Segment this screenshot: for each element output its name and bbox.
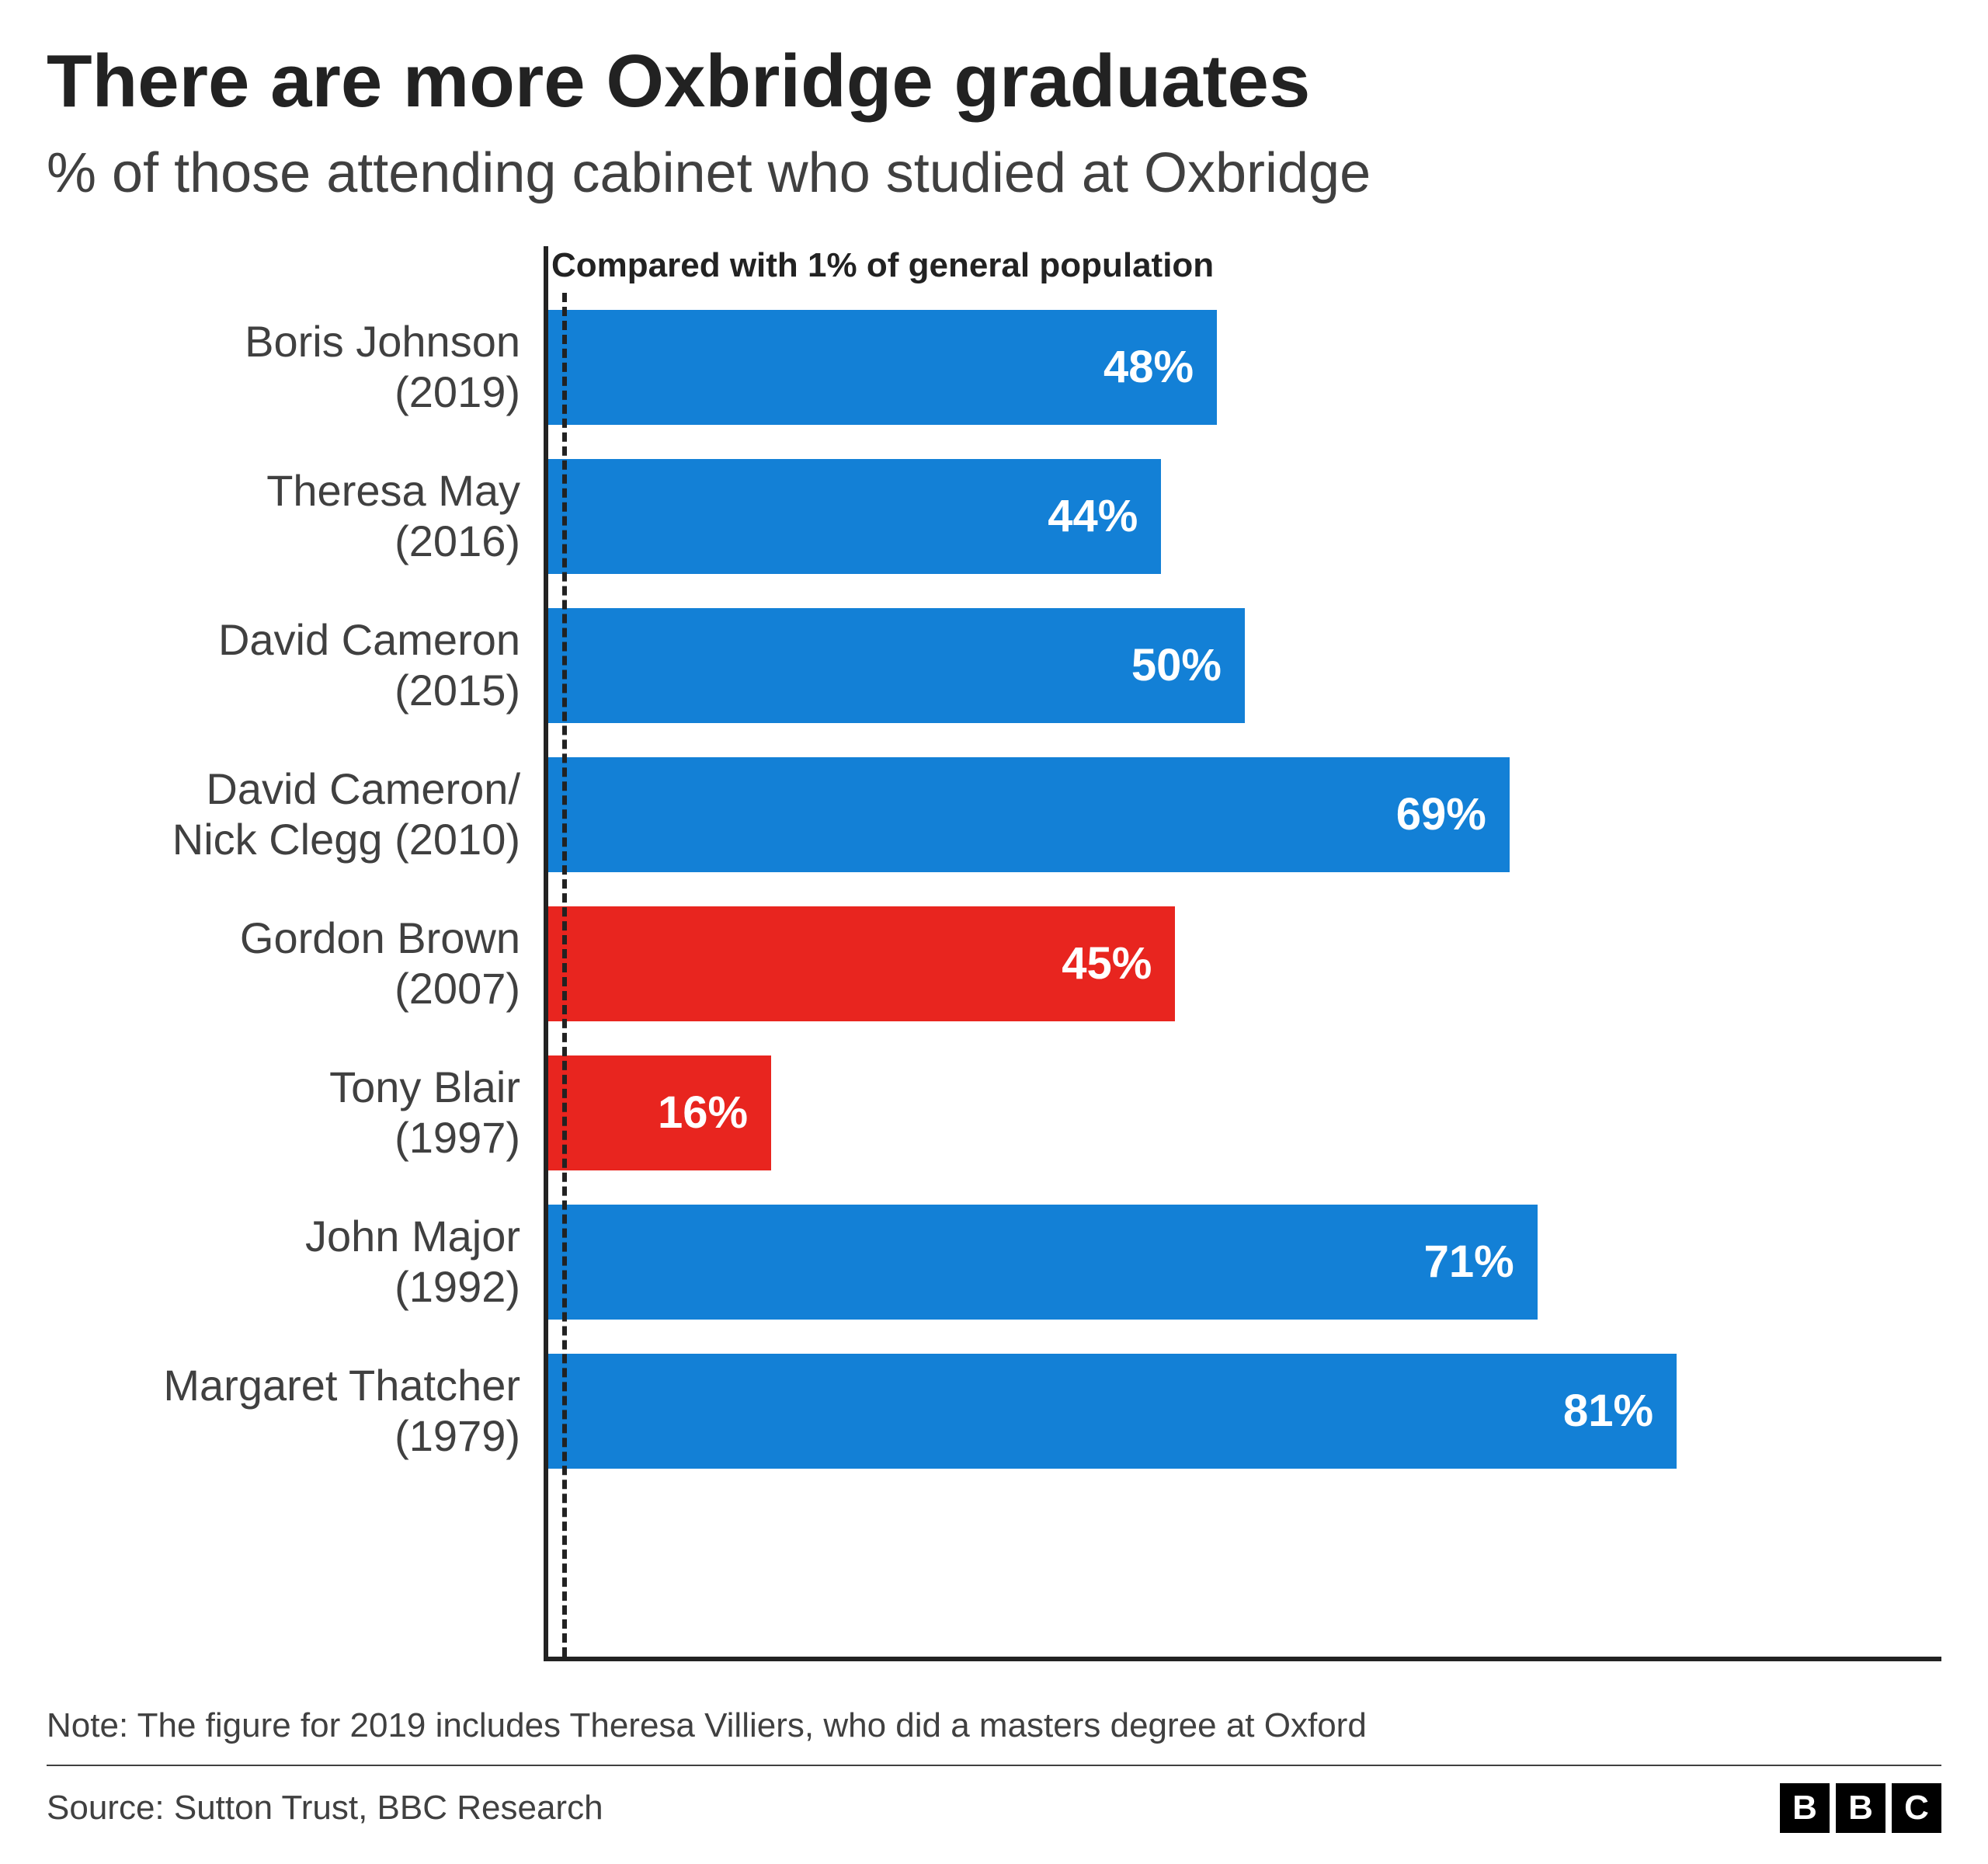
category-label-row: Gordon Brown(2007) — [47, 889, 544, 1038]
bar: 45% — [548, 906, 1175, 1021]
bar-track: 16% — [548, 1038, 1941, 1188]
bar: 69% — [548, 757, 1510, 872]
category-label: John Major(1992) — [47, 1212, 544, 1312]
chart-subtitle: % of those attending cabinet who studied… — [47, 140, 1941, 207]
bar-track: 71% — [548, 1188, 1941, 1337]
bbc-logo-letter: B — [1780, 1783, 1830, 1833]
bar-track: 44% — [548, 442, 1941, 591]
category-label: Theresa May(2016) — [47, 466, 544, 566]
category-label: Margaret Thatcher(1979) — [47, 1361, 544, 1461]
bar-track: 81% — [548, 1337, 1941, 1486]
bbc-logo-letter: C — [1892, 1783, 1941, 1833]
bar-track: 45% — [548, 889, 1941, 1038]
category-label: Boris Johnson(2019) — [47, 317, 544, 417]
category-label-row: Boris Johnson(2019) — [47, 293, 544, 442]
bar: 50% — [548, 608, 1245, 723]
category-label-row: John Major(1992) — [47, 1188, 544, 1337]
bar-track: 69% — [548, 740, 1941, 889]
category-label: David Cameron(2015) — [47, 615, 544, 715]
bar: 44% — [548, 459, 1161, 574]
source-text: Source: Sutton Trust, BBC Research — [47, 1789, 603, 1827]
bars-container: 48% 44% 50% 69% 45% 16% 71% 81% — [544, 246, 1941, 1661]
category-label-row: David Cameron/Nick Clegg (2010) — [47, 740, 544, 889]
category-label-row: Theresa May(2016) — [47, 442, 544, 591]
divider — [47, 1765, 1941, 1766]
category-labels-column: Boris Johnson(2019) Theresa May(2016) Davi… — [47, 246, 544, 1661]
bar: 48% — [548, 310, 1217, 425]
category-label-row: Tony Blair(1997) — [47, 1038, 544, 1188]
bar-track: 48% — [548, 293, 1941, 442]
category-label: Tony Blair(1997) — [47, 1062, 544, 1163]
bbc-logo-letter: B — [1836, 1783, 1885, 1833]
bar-track: 50% — [548, 591, 1941, 740]
bar: 71% — [548, 1205, 1538, 1320]
reference-line — [562, 293, 567, 1657]
category-label-row: David Cameron(2015) — [47, 591, 544, 740]
footer-notes: Note: The figure for 2019 includes There… — [47, 1692, 1941, 1833]
chart-title: There are more Oxbridge graduates — [47, 39, 1941, 124]
category-label-row: Margaret Thatcher(1979) — [47, 1337, 544, 1486]
category-label: David Cameron/Nick Clegg (2010) — [47, 764, 544, 864]
plot-column: Compared with 1% of general population 4… — [544, 246, 1941, 1661]
category-label: Gordon Brown(2007) — [47, 913, 544, 1014]
bar: 16% — [548, 1055, 771, 1170]
chart-area: Boris Johnson(2019) Theresa May(2016) Davi… — [47, 246, 1941, 1661]
bar: 81% — [548, 1354, 1677, 1469]
bbc-logo: BBC — [1780, 1783, 1941, 1833]
note-text: Note: The figure for 2019 includes There… — [47, 1692, 1941, 1758]
